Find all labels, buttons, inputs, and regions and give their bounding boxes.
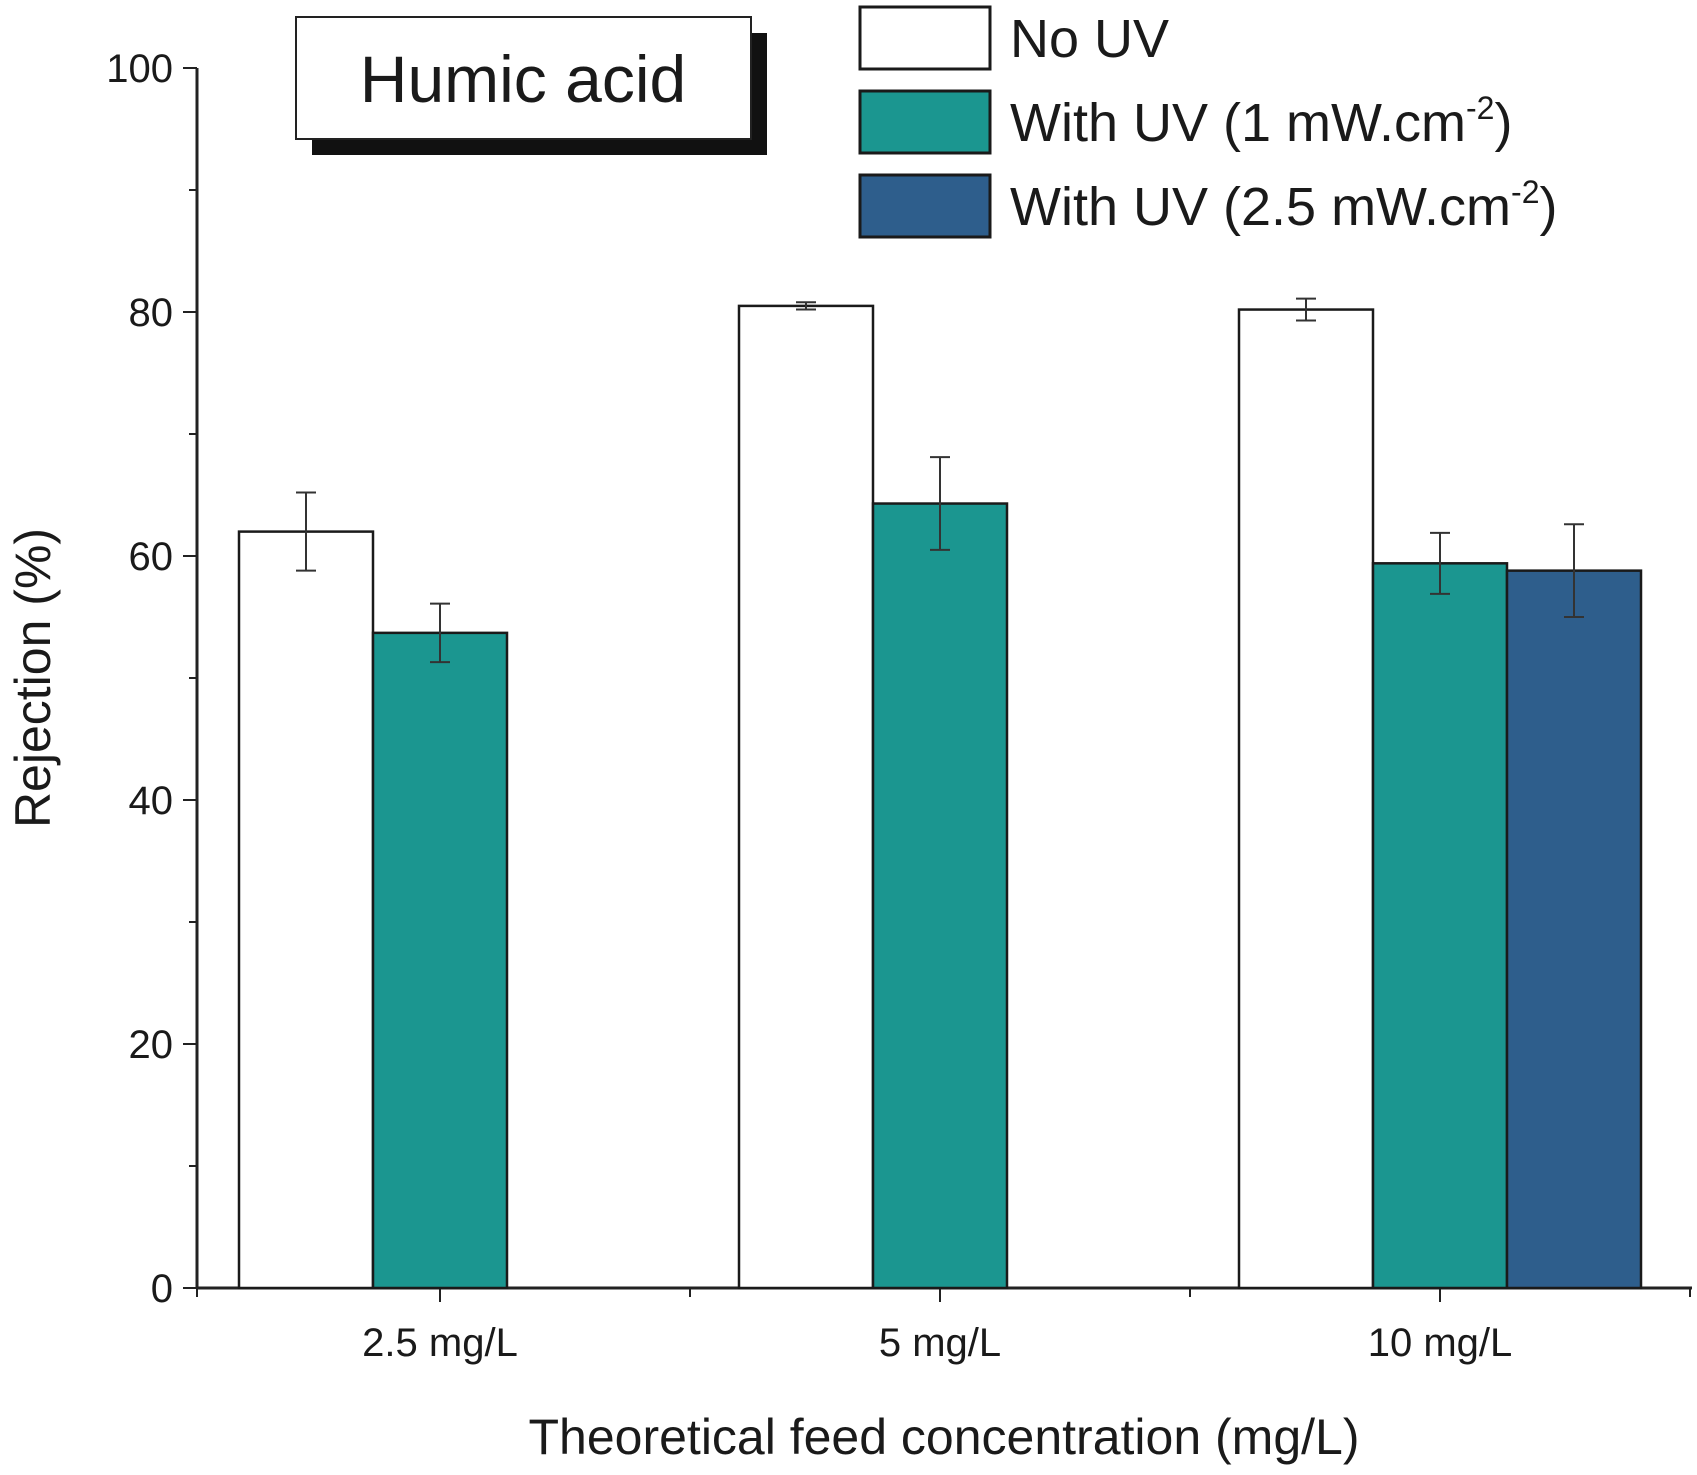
y-axis-title: Rejection (%) (5, 528, 61, 828)
y-tick-label: 20 (129, 1023, 174, 1067)
legend-text-superscript: -2 (1466, 90, 1494, 126)
bar (1371, 562, 1509, 1290)
legend-text-main: No UV (1010, 9, 1169, 69)
bars (237, 304, 1643, 1290)
x-ticks: 2.5 mg/L 5 mg/L 10 mg/L (196, 1288, 1691, 1365)
error-bars (296, 297, 1584, 664)
x-tick-label: 2.5 mg/L (362, 1321, 518, 1365)
panel-title-frame (295, 16, 752, 140)
legend-swatch (858, 89, 992, 155)
bar (371, 631, 509, 1290)
x-tick-label: 5 mg/L (879, 1321, 1001, 1365)
x-axis-title: Theoretical feed concentration (mg/L) (529, 1409, 1360, 1465)
bar (1237, 308, 1375, 1290)
bar (237, 530, 375, 1290)
legend-label: With UV (1 mW.cm-2) (1010, 90, 1512, 153)
legend-text-superscript: -2 (1511, 174, 1539, 210)
legend-label: No UV (1010, 9, 1169, 69)
y-tick-label: 40 (129, 779, 174, 823)
y-tick-label: 0 (151, 1267, 173, 1311)
legend-swatch (858, 173, 992, 239)
y-tick-label: 100 (106, 47, 173, 91)
legend-text-main: With UV (1 mW.cm (1010, 93, 1466, 153)
y-tick-label: 80 (129, 291, 174, 335)
legend-text-suffix: ) (1494, 93, 1512, 153)
legend-label: With UV (2.5 mW.cm-2) (1010, 174, 1557, 237)
bar (737, 304, 875, 1290)
y-tick-label: 60 (129, 535, 174, 579)
x-tick-label: 10 mg/L (1368, 1321, 1513, 1365)
y-ticks: 0 20 40 60 80 100 (106, 47, 197, 1311)
legend-text-suffix: ) (1539, 177, 1557, 237)
bar (871, 502, 1009, 1290)
panel-title-box: Humic acid (295, 16, 767, 155)
legend-swatch (858, 5, 992, 71)
panel-title: Humic acid (360, 42, 686, 116)
legend-text-main: With UV (2.5 mW.cm (1010, 177, 1511, 237)
bar (1505, 569, 1643, 1290)
